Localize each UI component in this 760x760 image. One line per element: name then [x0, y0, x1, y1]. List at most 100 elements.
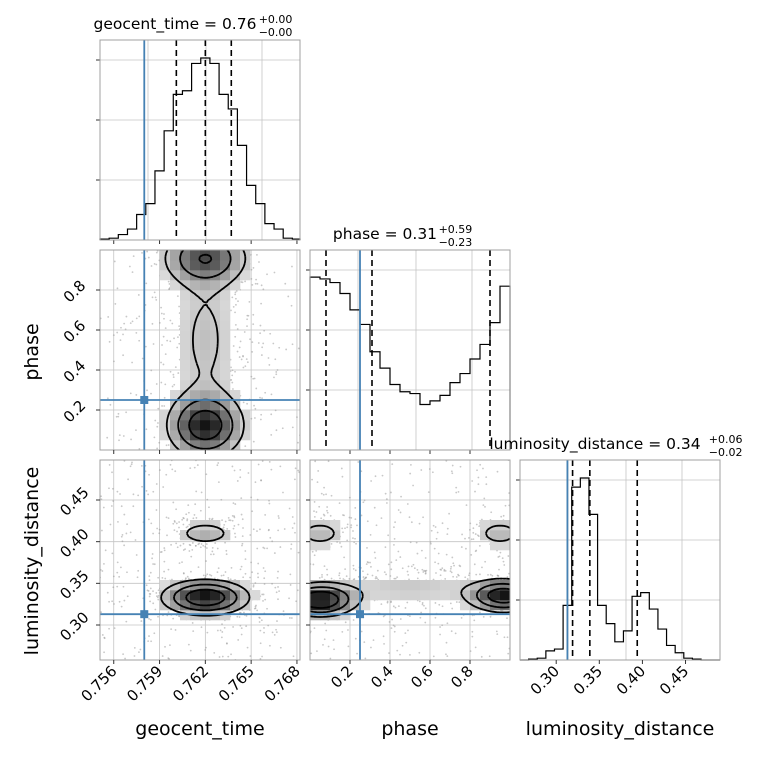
scatter-point: [141, 251, 143, 254]
scatter-point: [161, 576, 164, 579]
scatter-point: [274, 586, 277, 589]
scatter-point: [278, 590, 281, 593]
density-cell: [170, 430, 181, 441]
xtick-label-3: 0.8: [447, 662, 477, 692]
scatter-point: [194, 544, 197, 547]
scatter-point: [268, 502, 271, 505]
scatter-point: [238, 616, 241, 618]
scatter-point: [478, 525, 481, 528]
scatter-point: [177, 336, 179, 339]
scatter-point: [458, 564, 461, 567]
scatter-point: [313, 501, 316, 503]
scatter-point: [350, 524, 353, 527]
scatter-point: [177, 372, 180, 374]
scatter-point: [285, 348, 288, 351]
scatter-point: [162, 363, 165, 366]
scatter-point: [124, 657, 126, 660]
scatter-point: [401, 567, 404, 570]
panel-frame: [309, 459, 511, 661]
scatter-point: [165, 473, 168, 476]
density-cell: [400, 580, 411, 591]
scatter-point: [125, 620, 128, 623]
scatter-point: [507, 555, 510, 557]
scatter-point: [192, 517, 195, 520]
density-cell: [160, 580, 171, 591]
scatter-point: [354, 506, 357, 509]
density-cell: [210, 310, 221, 321]
scatter-point: [129, 531, 132, 534]
scatter-point: [221, 623, 223, 626]
scatter-point: [205, 473, 208, 476]
scatter-point: [138, 651, 140, 654]
scatter-point: [191, 622, 194, 624]
scatter-point: [185, 577, 187, 580]
panel-geocent-time-vs-phase: 0.2 0.4 0.6 0.8: [60, 249, 301, 454]
scatter-point: [406, 503, 409, 505]
scatter-point: [344, 621, 347, 624]
scatter-point: [252, 440, 255, 443]
scatter-point: [246, 361, 249, 364]
scatter-point: [176, 295, 179, 298]
scatter-point: [151, 553, 154, 555]
scatter-point: [151, 557, 153, 560]
scatter-point: [454, 632, 457, 635]
scatter-point: [208, 573, 211, 576]
scatter-point: [141, 357, 144, 360]
scatter-point: [239, 340, 242, 343]
scatter-point: [231, 514, 234, 517]
scatter-point: [169, 370, 172, 373]
scatter-point: [158, 259, 161, 262]
scatter-point: [158, 532, 161, 535]
scatter-point: [153, 291, 156, 294]
scatter-point: [474, 490, 476, 493]
scatter-point: [242, 355, 244, 358]
scatter-point: [329, 514, 332, 517]
scatter-point: [113, 260, 116, 263]
scatter-point: [100, 495, 102, 498]
scatter-point: [182, 523, 185, 526]
scatter-point: [260, 413, 263, 416]
density-cell: [210, 330, 221, 341]
scatter-point: [418, 522, 421, 525]
scatter-point: [187, 643, 190, 646]
density-cell: [460, 580, 471, 591]
scatter-point: [459, 465, 462, 468]
scatter-point: [164, 353, 167, 355]
density-cell: [180, 530, 191, 541]
scatter-point: [119, 339, 122, 342]
scatter-point: [352, 619, 355, 621]
scatter-point: [170, 543, 172, 546]
scatter-point: [277, 586, 279, 588]
scatter-point: [419, 616, 422, 619]
scatter-point: [369, 533, 372, 536]
scatter-point: [449, 570, 452, 573]
scatter-point: [393, 526, 395, 529]
scatter-point: [387, 563, 390, 566]
scatter-point: [102, 506, 105, 509]
scatter-point: [200, 626, 203, 629]
scatter-point: [266, 547, 269, 550]
density-cell: [200, 310, 211, 321]
ylabel-luminosity-distance: luminosity_distance: [21, 467, 43, 656]
scatter-point: [187, 577, 190, 580]
density-cell: [310, 590, 321, 601]
scatter-point: [410, 521, 413, 524]
scatter-point: [169, 463, 172, 466]
scatter-point: [245, 625, 248, 628]
density-cell: [350, 580, 361, 591]
scatter-point: [332, 639, 335, 642]
density-cell: [210, 280, 221, 291]
scatter-point: [262, 600, 264, 602]
scatter-point: [503, 636, 506, 639]
panel-frame: [99, 249, 301, 451]
scatter-point: [466, 578, 469, 580]
scatter-point: [234, 311, 236, 314]
scatter-point: [111, 600, 114, 603]
scatter-point: [279, 465, 282, 468]
scatter-point: [289, 573, 292, 576]
density-cell: [470, 590, 481, 601]
scatter-point: [279, 646, 282, 649]
scatter-point: [202, 574, 205, 577]
scatter-point: [186, 519, 189, 522]
scatter-point: [291, 516, 294, 518]
